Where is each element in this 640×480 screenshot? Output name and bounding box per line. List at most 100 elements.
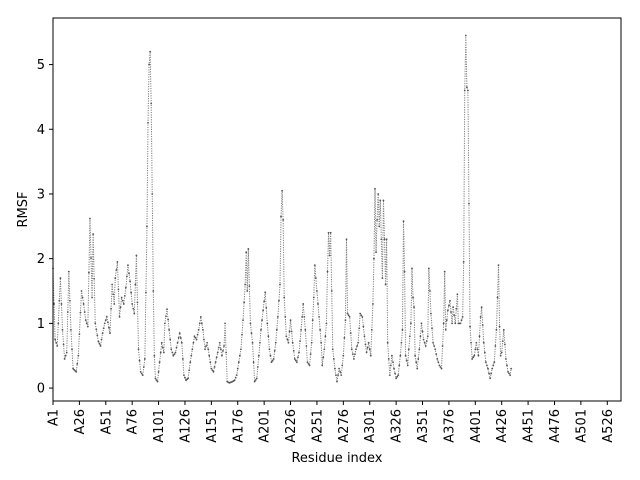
data-point <box>308 364 311 367</box>
data-point <box>312 296 315 299</box>
data-point <box>477 354 480 357</box>
data-point <box>114 277 117 279</box>
data-point <box>255 377 258 380</box>
data-point <box>224 322 226 325</box>
data-point <box>58 299 61 302</box>
data-point <box>448 304 450 307</box>
y-axis-title: RMSF <box>16 192 31 228</box>
data-point <box>411 267 413 270</box>
data-point <box>412 296 414 299</box>
data-point <box>53 303 55 305</box>
data-point <box>479 316 482 318</box>
data-point <box>221 354 223 357</box>
data-point <box>215 356 218 359</box>
data-point <box>465 86 468 89</box>
data-point <box>388 374 391 377</box>
y-axis: 0 1 2 3 4 5 <box>37 58 53 397</box>
data-point <box>217 346 220 349</box>
data-point <box>97 340 100 343</box>
data-point <box>240 348 242 351</box>
data-point <box>470 341 472 344</box>
data-point <box>456 293 459 296</box>
data-point <box>474 348 477 351</box>
x-tick-label: A126 <box>178 409 193 443</box>
data-point <box>498 325 501 328</box>
data-point <box>216 351 219 354</box>
data-point <box>244 283 247 286</box>
data-point <box>142 366 145 368</box>
data-point <box>367 341 370 344</box>
data-point <box>309 353 312 355</box>
data-point <box>110 307 112 310</box>
data-point <box>503 343 506 346</box>
data-point <box>68 299 71 302</box>
data-point <box>158 361 161 364</box>
data-point <box>380 238 383 241</box>
data-point <box>259 341 261 344</box>
data-point <box>247 248 250 250</box>
data-point <box>476 348 479 351</box>
data-point <box>478 335 481 338</box>
data-point <box>481 324 484 326</box>
data-point <box>172 354 175 357</box>
data-point <box>370 328 373 331</box>
data-point <box>77 354 80 357</box>
data-point <box>507 370 509 373</box>
data-point <box>325 322 328 325</box>
x-tick-label: A301 <box>363 409 378 443</box>
data-point <box>496 296 499 299</box>
data-point <box>141 374 144 377</box>
data-point <box>342 354 345 357</box>
data-point <box>245 251 248 254</box>
data-point <box>489 377 491 380</box>
data-point <box>165 315 167 318</box>
x-axis: A1 A26 A51 A76 A101 A126 A151 A176 A201 A226 A251 A… <box>47 401 616 443</box>
data-point <box>89 217 91 220</box>
data-point <box>450 311 452 313</box>
data-point <box>431 327 433 330</box>
data-point <box>361 316 364 318</box>
data-point <box>107 321 109 324</box>
data-point <box>166 308 168 311</box>
data-point <box>249 322 252 325</box>
data-point <box>346 312 349 315</box>
data-point <box>218 341 221 344</box>
data-point <box>132 307 135 310</box>
y-tick-label: 0 <box>37 382 45 397</box>
data-point <box>251 341 254 344</box>
data-point <box>339 370 342 373</box>
x-tick-label: A351 <box>416 409 431 443</box>
data-point <box>137 348 140 351</box>
data-point <box>323 348 326 351</box>
data-point <box>355 348 357 351</box>
data-point <box>436 358 439 360</box>
data-point <box>462 261 465 263</box>
data-point <box>420 322 423 325</box>
data-point <box>93 277 96 280</box>
data-point <box>85 322 88 325</box>
data-point <box>473 354 476 357</box>
data-point <box>349 332 352 334</box>
data-point <box>285 335 288 338</box>
data-point <box>415 361 418 364</box>
data-point <box>424 345 427 347</box>
data-point <box>449 299 451 302</box>
data-point <box>200 322 203 325</box>
data-point <box>274 341 277 344</box>
data-point <box>350 348 353 351</box>
data-point <box>387 358 390 360</box>
data-point <box>402 220 405 223</box>
data-point <box>78 333 81 336</box>
data-point <box>83 311 86 313</box>
data-point <box>434 348 437 351</box>
data-point <box>480 306 483 309</box>
data-point <box>397 374 400 377</box>
data-point <box>138 359 141 362</box>
data-point <box>282 218 285 221</box>
data-point <box>189 361 192 364</box>
data-point <box>222 349 224 352</box>
data-point <box>205 345 207 347</box>
data-point <box>210 367 213 370</box>
data-point <box>354 353 356 355</box>
data-point <box>359 312 362 315</box>
